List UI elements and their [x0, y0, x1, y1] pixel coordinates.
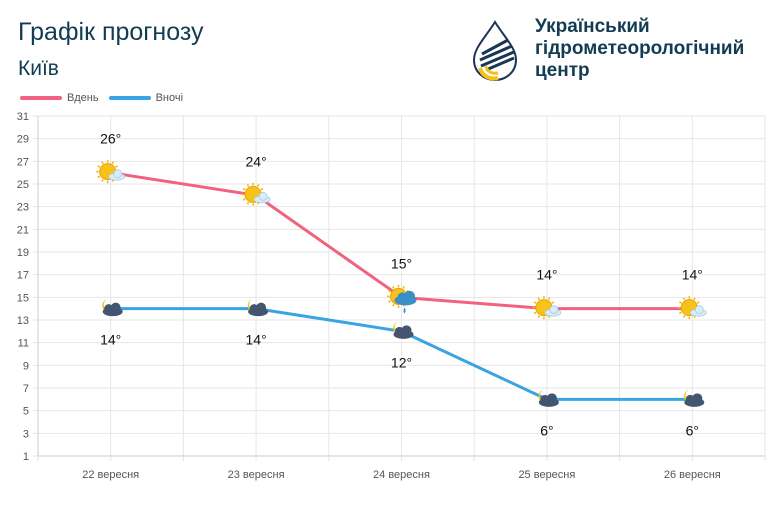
- day-temperature-label: 15°: [391, 255, 412, 271]
- night-temperature-label: 12°: [391, 354, 412, 370]
- night-temperature-label: 14°: [246, 332, 267, 348]
- legend-label-day: Вдень: [67, 92, 99, 104]
- sun-rain-icon: [387, 284, 417, 314]
- y-tick-label: 9: [23, 360, 29, 372]
- y-tick-label: 13: [17, 315, 29, 327]
- org-name-line-1: Український: [535, 16, 650, 37]
- x-tick-label: 26 вересня: [664, 469, 721, 481]
- y-tick-label: 27: [17, 156, 29, 168]
- moon-cloud-icon: [393, 321, 414, 339]
- y-tick-label: 23: [17, 202, 29, 214]
- sun-cloud-icon: [532, 296, 562, 320]
- night-temperature-label: 14°: [100, 332, 121, 348]
- y-tick-label: 1: [23, 451, 29, 463]
- y-tick-label: 29: [17, 134, 29, 146]
- legend-label-night: Вночі: [155, 92, 184, 104]
- legend-entry-night[interactable]: Вночі: [108, 92, 184, 104]
- org-name-line-2: гідрометеорологічний: [535, 38, 745, 59]
- day-temperature-label: 14°: [536, 267, 557, 283]
- night-temperature-label: 6°: [540, 422, 553, 438]
- x-tick-label: 23 вересня: [228, 469, 285, 481]
- x-tick-label: 24 вересня: [373, 469, 430, 481]
- city-name: Київ: [18, 57, 59, 80]
- x-tick-label: 22 вересня: [82, 469, 139, 481]
- day-temperature-label: 24°: [246, 153, 267, 169]
- legend-entry-day[interactable]: Вдень: [20, 92, 99, 104]
- moon-cloud-icon: [247, 298, 269, 317]
- y-tick-label: 31: [17, 111, 29, 123]
- day-temperature-label: 26°: [100, 131, 121, 147]
- chart-legend: Вдень Вночі: [20, 92, 193, 104]
- sun-cloud-icon: [241, 182, 271, 206]
- y-tick-label: 19: [17, 247, 29, 259]
- moon-cloud-icon: [102, 298, 123, 317]
- org-name-line-3: центр: [535, 60, 590, 81]
- sun-cloud-icon: [677, 296, 707, 320]
- y-tick-label: 5: [23, 406, 29, 418]
- legend-swatch-night: [108, 96, 151, 100]
- moon-cloud-icon: [683, 389, 705, 407]
- night-temperature-label: 6°: [686, 422, 699, 438]
- moon-cloud-icon: [538, 389, 559, 407]
- y-tick-label: 25: [17, 179, 29, 191]
- organization-name: Український гідрометеорологічний центр: [535, 16, 744, 82]
- y-tick-label: 17: [17, 270, 29, 282]
- sun-cloud-icon: [96, 160, 126, 184]
- ukrhydromet-logo-icon: [472, 20, 518, 82]
- y-tick-label: 15: [17, 292, 29, 304]
- y-tick-label: 7: [23, 383, 29, 395]
- y-tick-label: 11: [18, 338, 29, 350]
- y-tick-label: 3: [23, 428, 29, 440]
- x-tick-label: 25 вересня: [518, 469, 575, 481]
- page-title: Графік прогнозу: [18, 18, 204, 46]
- y-tick-label: 21: [17, 224, 29, 236]
- day-temperature-label: 14°: [682, 267, 703, 283]
- legend-swatch-day: [20, 96, 62, 100]
